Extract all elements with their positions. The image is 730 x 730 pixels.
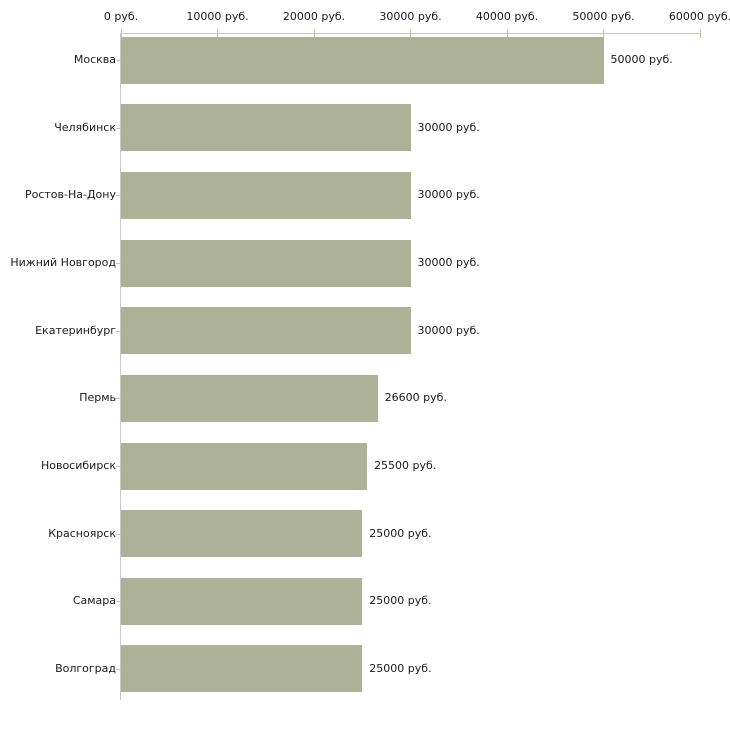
y-axis-tick <box>116 127 121 129</box>
x-axis-tick-label: 30000 руб. <box>379 10 442 23</box>
x-axis-tick <box>313 29 315 38</box>
category-label: Ростов-На-Дону <box>24 188 116 202</box>
category-label: Самара <box>72 594 116 608</box>
category-label: Волгоград <box>55 661 116 675</box>
x-axis-tick-label: 0 руб. <box>103 10 139 23</box>
value-label: 25000 руб. <box>369 661 432 675</box>
y-axis-tick <box>116 601 121 603</box>
y-axis-tick <box>116 533 121 535</box>
bar <box>121 645 363 693</box>
value-label: 30000 руб. <box>417 256 480 270</box>
x-axis-tick <box>699 29 701 38</box>
value-label: 30000 руб. <box>417 120 480 134</box>
bar <box>121 104 411 152</box>
category-label: Пермь <box>79 391 116 405</box>
bar <box>121 171 411 219</box>
bar <box>121 239 411 287</box>
x-axis-tick-label: 40000 руб. <box>475 10 539 23</box>
x-axis-tick-label: 20000 руб. <box>282 10 346 23</box>
category-label: Москва <box>73 53 116 67</box>
bar <box>121 374 378 422</box>
x-axis-tick <box>410 29 411 38</box>
y-axis-tick <box>116 195 121 197</box>
x-axis-tick-label: 50000 руб. <box>572 10 635 23</box>
y-axis-tick <box>116 398 121 400</box>
y-axis-tick <box>116 60 121 62</box>
value-label: 50000 руб. <box>610 53 673 67</box>
x-axis-tick <box>120 29 122 38</box>
bar <box>121 36 604 84</box>
x-axis-tick <box>603 29 604 38</box>
category-label: Екатеринбург <box>35 323 116 337</box>
y-axis-line <box>120 33 121 700</box>
category-label: Челябинск <box>54 120 116 134</box>
value-label: 25000 руб. <box>369 594 432 608</box>
y-axis-tick <box>116 668 121 670</box>
value-label: 30000 руб. <box>417 323 480 337</box>
category-label: Новосибирск <box>40 459 116 473</box>
value-label: 26600 руб. <box>384 391 447 405</box>
y-axis-tick <box>116 263 121 265</box>
value-label: 30000 руб. <box>417 188 480 202</box>
x-axis-tick-label: 60000 руб. <box>668 10 730 23</box>
category-label: Нижний Новгород <box>10 256 116 270</box>
y-axis-tick <box>116 466 121 468</box>
x-axis-tick <box>217 29 218 38</box>
value-label: 25000 руб. <box>369 526 432 540</box>
value-label: 25500 руб. <box>374 459 437 473</box>
y-axis-tick <box>116 330 121 332</box>
category-label: Красноярск <box>48 526 116 540</box>
x-axis-tick-label: 10000 руб. <box>186 10 249 23</box>
bar <box>121 577 363 625</box>
bar <box>121 442 368 490</box>
x-axis-tick <box>506 29 508 38</box>
bar <box>121 510 363 558</box>
bar <box>121 307 411 355</box>
